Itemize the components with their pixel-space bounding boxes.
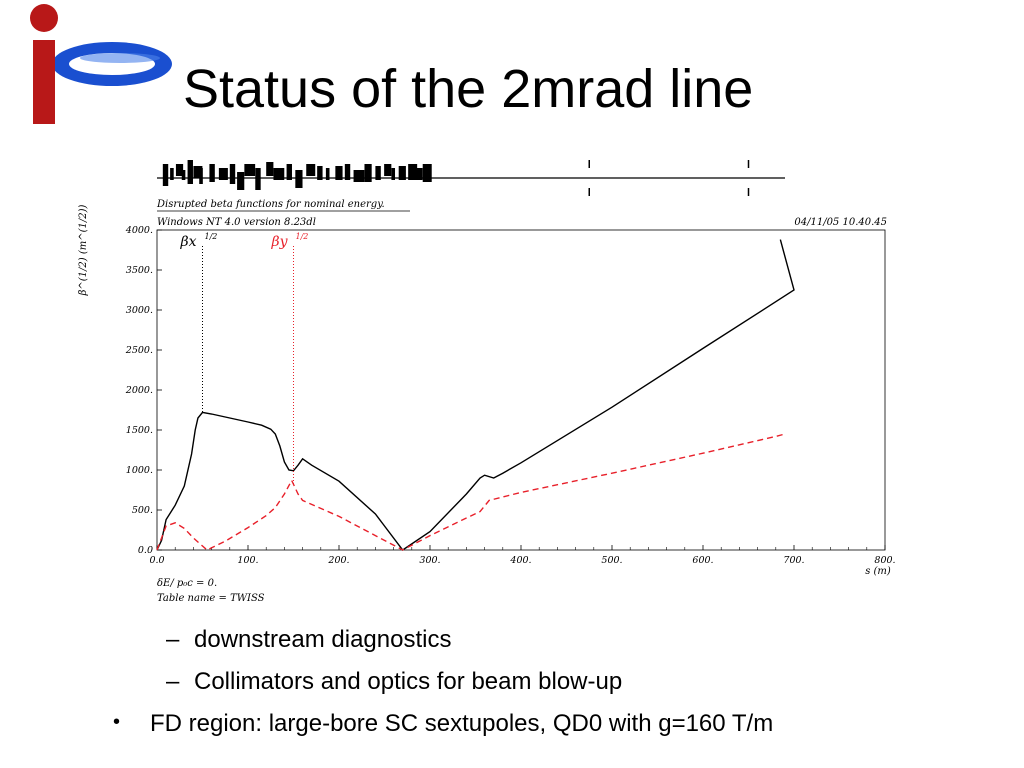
legend-label-exponent: 1/2 [205,232,218,241]
x-tick-label: 600. [692,555,713,566]
lattice-magnet [317,166,323,180]
lattice-schematic [157,160,785,196]
x-axis: 0.0 100. 200. 300. 400. 500. 600. 700. 800. [149,545,896,566]
lattice-magnet [266,162,274,176]
lattice-magnet [199,168,203,184]
lattice-magnet [344,164,351,180]
lattice-magnet [181,170,186,180]
plot-frame [156,229,886,551]
legend: βx 1/2 βy 1/2 [180,232,309,485]
lattice-magnet [187,160,193,184]
y-tick-label: 4000. [125,225,153,236]
footer-line-2: Table name = TWISS [157,593,265,604]
lattice-magnet [353,170,365,182]
beta-function-chart: Disrupted beta functions for nominal ene… [78,160,896,604]
legend-label: βy [271,234,289,250]
lattice-magnet [422,164,432,182]
lattice-magnet [295,170,303,188]
x-tick-label: 400. [509,555,531,566]
y-axis-label: β^(1/2) (m^(1/2)) [78,205,89,297]
lattice-magnet [162,164,169,186]
series-group [156,239,795,551]
bullet-text: Collimators and optics for beam blow-up [194,668,623,695]
x-axis-label: s (m) [865,566,891,577]
y-tick-label: 3500. [126,265,153,276]
logo-bar [33,40,55,124]
lattice-magnet [364,164,372,182]
y-tick-label: 3000. [126,305,153,316]
y-tick-label: 0.0 [138,545,153,556]
series-line-beta-y [156,433,786,551]
bullet-text: downstream diagnostics [194,626,452,653]
y-tick-label: 1500. [126,425,153,436]
lattice-magnet [273,168,285,180]
lattice-magnet [408,164,418,180]
dash-marker: – [166,626,180,653]
lattice-magnet [170,168,174,180]
chart-software: Windows NT 4.0 version 8.23dl [157,217,316,228]
lattice-magnet [286,164,292,180]
lattice-magnet [335,166,343,180]
y-tick-label: 2500. [125,345,153,356]
lattice-magnet [255,168,261,190]
lattice-magnet [384,164,392,176]
x-tick-label: 200. [327,555,349,566]
lattice-magnet [193,166,203,178]
footer-line-1: δE/ p₀c = 0. [157,578,217,589]
slide-title: Status of the 2mrad line [183,59,754,119]
y-tick-label: 500. [132,505,153,516]
x-tick-label: 800. [874,555,895,566]
ip-logo-icon [30,4,172,124]
dash-marker: – [166,668,180,695]
chart-timestamp: 04/11/05 10.40.45 [794,217,887,228]
series-line-beta-x [156,239,795,551]
lattice-magnet [244,164,256,176]
logo-ring-highlight [80,53,160,63]
lattice-magnet [325,168,330,180]
lattice-magnet [237,172,245,190]
x-tick-label: 700. [783,555,804,566]
chart-caption: Disrupted beta functions for nominal ene… [156,199,385,210]
x-tick-label: 0.0 [149,555,164,566]
y-tick-label: 1000. [126,465,153,476]
lattice-magnet [218,168,228,180]
logo-dot [30,4,58,32]
y-axis: 0.0 500. 1000. 1500. 2000. 2500. 3000. 3500. 400… [125,225,162,556]
x-tick-label: 100. [237,555,258,566]
lattice-magnet [398,166,406,180]
lattice-magnet [306,164,316,176]
lattice-magnet [229,164,236,184]
lattice-magnet [415,168,423,180]
bullet-text: FD region: large-bore SC sextupoles, QD0… [150,710,774,737]
lattice-magnet [391,168,396,180]
lattice-magnet [375,166,381,180]
legend-label-exponent: 1/2 [296,232,309,241]
bullet-marker: • [113,711,121,733]
y-tick-label: 2000. [125,385,153,396]
lattice-magnet [175,164,184,176]
x-tick-label: 300. [419,555,440,566]
legend-label: βx [180,234,197,250]
lattice-magnet [209,164,215,182]
x-tick-label: 500. [601,555,622,566]
